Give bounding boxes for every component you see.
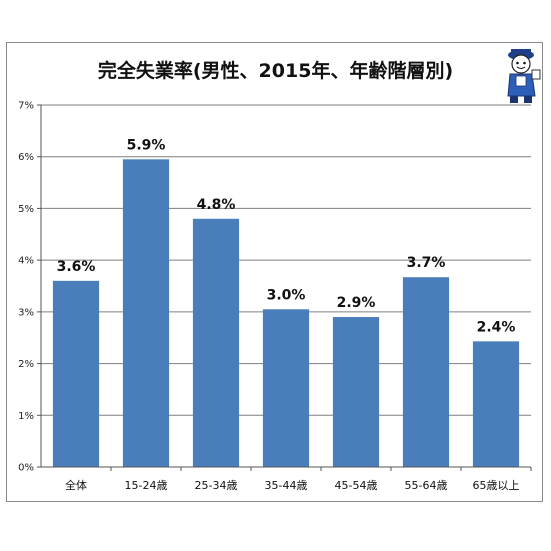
y-tick-label: 0%	[18, 463, 34, 474]
x-category-label: 15-24歳	[125, 479, 168, 492]
bar	[122, 159, 170, 468]
bar-data-label: 3.7%	[407, 255, 446, 271]
bar-data-label: 4.8%	[197, 197, 236, 213]
y-tick-label: 3%	[18, 307, 34, 318]
bar-data-label: 5.9%	[127, 137, 166, 153]
bar	[402, 277, 450, 467]
y-tick-label: 2%	[18, 359, 34, 370]
x-category-label: 全体	[65, 478, 87, 492]
axes	[37, 104, 532, 471]
x-category-label: 65歳以上	[473, 479, 520, 492]
chart-title: 完全失業率(男性、2015年、年齢階層別)	[97, 60, 454, 82]
y-tick-label: 4%	[18, 256, 34, 267]
y-tick-label: 7%	[18, 101, 34, 112]
x-category-label: 55-64歳	[405, 479, 448, 492]
labels: 0% 1% 2% 3% 4% 5% 6% 7% 全体 3.6% 15-24歳 5.9% 25-34歳 4.…	[18, 101, 519, 493]
bar	[262, 309, 310, 467]
bar-data-label: 3.0%	[267, 287, 306, 303]
bar-data-label: 3.6%	[57, 259, 96, 275]
bar	[472, 341, 520, 467]
bar	[332, 317, 380, 467]
x-category-label: 45-54歳	[335, 479, 378, 492]
bar-data-label: 2.4%	[477, 319, 516, 335]
bars	[52, 159, 520, 468]
x-category-label: 35-44歳	[265, 479, 308, 492]
x-category-label: 25-34歳	[195, 479, 238, 492]
y-tick-label: 1%	[18, 411, 34, 422]
mascot-character-icon	[507, 49, 541, 103]
bar	[192, 218, 240, 467]
bar-data-label: 2.9%	[337, 295, 376, 311]
y-tick-label: 6%	[18, 152, 34, 163]
bar	[52, 280, 100, 467]
y-tick-label: 5%	[18, 204, 34, 215]
